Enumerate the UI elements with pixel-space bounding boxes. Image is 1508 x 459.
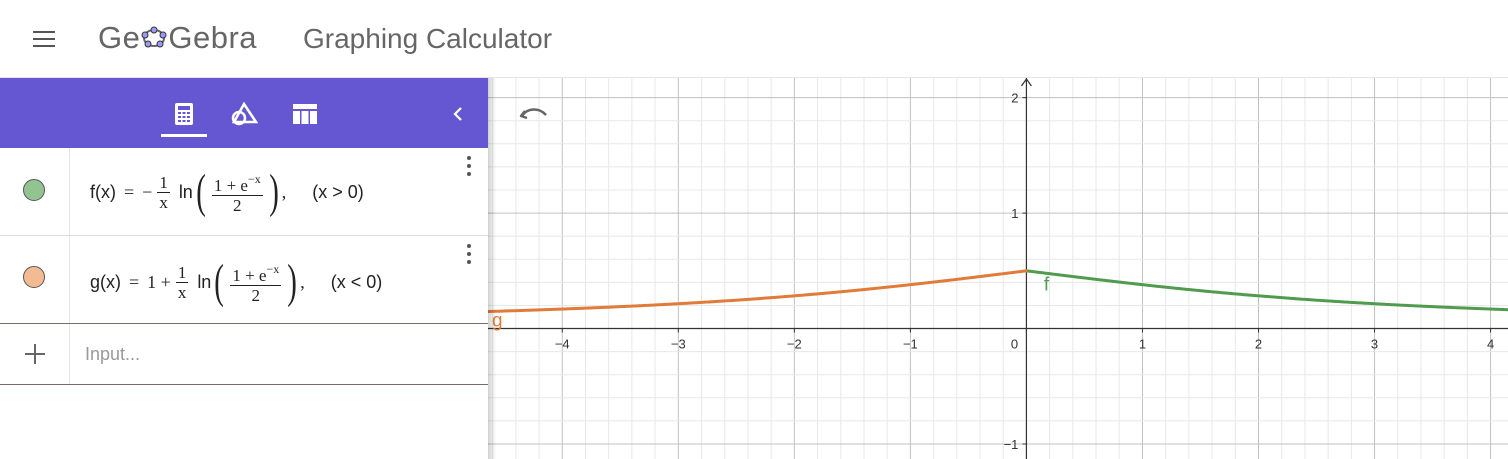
y-tick-label: 2 [1011,91,1018,106]
y-tick-label: −1 [1004,437,1019,452]
inner-denominator: 2 [251,285,261,305]
undo-button[interactable] [519,102,549,128]
sign: 1 + [147,271,171,292]
undo-icon [519,108,547,120]
tab-table[interactable] [287,96,323,132]
logo-text-gebra: Gebra [168,20,258,55]
x-tick-label: −3 [671,337,686,352]
y-tick-label: 1 [1011,206,1018,221]
inner-numerator: 1 + e−x [230,261,282,286]
graph-canvas[interactable]: −4 −3 −2 −1 0 1 2 3 4 −1 1 2 f g [488,78,1508,459]
x-tick-label: 2 [1255,337,1262,352]
function-name: f(x) [90,181,116,202]
logo-text-ge: Ge [98,20,141,55]
paren-close: ) [287,255,298,308]
curve-label-g: g [492,311,503,332]
x-tick-label: 3 [1371,337,1378,352]
geogebra-logo[interactable]: Ge Gebra [98,20,257,56]
geometry-tools-icon [231,102,258,126]
marble-cell [0,148,70,235]
tab-algebra[interactable] [166,96,202,132]
hamburger-menu-icon[interactable] [33,29,57,49]
active-tab-indicator [161,134,207,137]
plus-icon[interactable] [25,344,45,364]
fraction-denominator: x [177,282,187,302]
marble-cell [0,236,70,323]
collapse-panel-button[interactable] [440,96,476,132]
sign: − [142,181,153,202]
visibility-toggle-g[interactable] [23,266,45,288]
ln: ln [197,271,212,292]
plus-cell [0,324,70,384]
inner-fraction: 1 + e−x 2 [230,260,282,305]
ln: ln [178,181,193,202]
fraction-denominator: x [159,192,168,212]
paren-open: ( [214,255,225,308]
more-options-f[interactable] [466,156,472,178]
fraction-numerator: 1 [175,262,189,283]
input-row [0,323,488,385]
more-options-g[interactable] [466,244,472,266]
x-tick-label: 1 [1139,337,1146,352]
chevron-left-icon [453,107,462,121]
x-tick-label: 4 [1487,337,1494,352]
x-tick-label: −1 [903,337,918,352]
geogebra-logo-icon [141,26,167,48]
top-bar: Ge Gebra Graphing Calculator [0,0,1508,78]
tab-tools[interactable] [226,96,262,132]
algebra-input[interactable] [70,324,488,384]
inner-denominator: 2 [233,195,242,215]
table-icon [293,104,317,124]
x-tick-label: 0 [1011,337,1018,352]
function-name: g(x) [90,271,121,292]
equals: = [124,181,135,202]
condition: (x > 0) [312,181,364,202]
x-tick-label: −4 [555,337,570,352]
inner-fraction: 1 + e−x 2 [211,170,263,215]
inner-numerator: 1 + e−x [211,171,263,196]
panel-header [0,78,488,148]
app-title: Graphing Calculator [303,23,553,54]
curve-label-f: f [1044,274,1050,295]
curve-g [488,269,1028,314]
y-axis-arrow [1020,78,1032,87]
condition: (x < 0) [330,271,383,292]
fraction-numerator: 1 [157,172,170,193]
equals: = [129,271,140,292]
visibility-toggle-f[interactable] [23,179,45,201]
paren-open: ( [196,165,206,218]
x-tick-label: −2 [787,337,802,352]
curve-f [1024,269,1508,312]
separator: , [281,181,287,202]
calculator-icon [175,103,193,125]
paren-close: ) [268,165,279,218]
separator: , [300,271,305,292]
graphics-view[interactable]: −4 −3 −2 −1 0 1 2 3 4 −1 1 2 f g [488,78,1508,459]
